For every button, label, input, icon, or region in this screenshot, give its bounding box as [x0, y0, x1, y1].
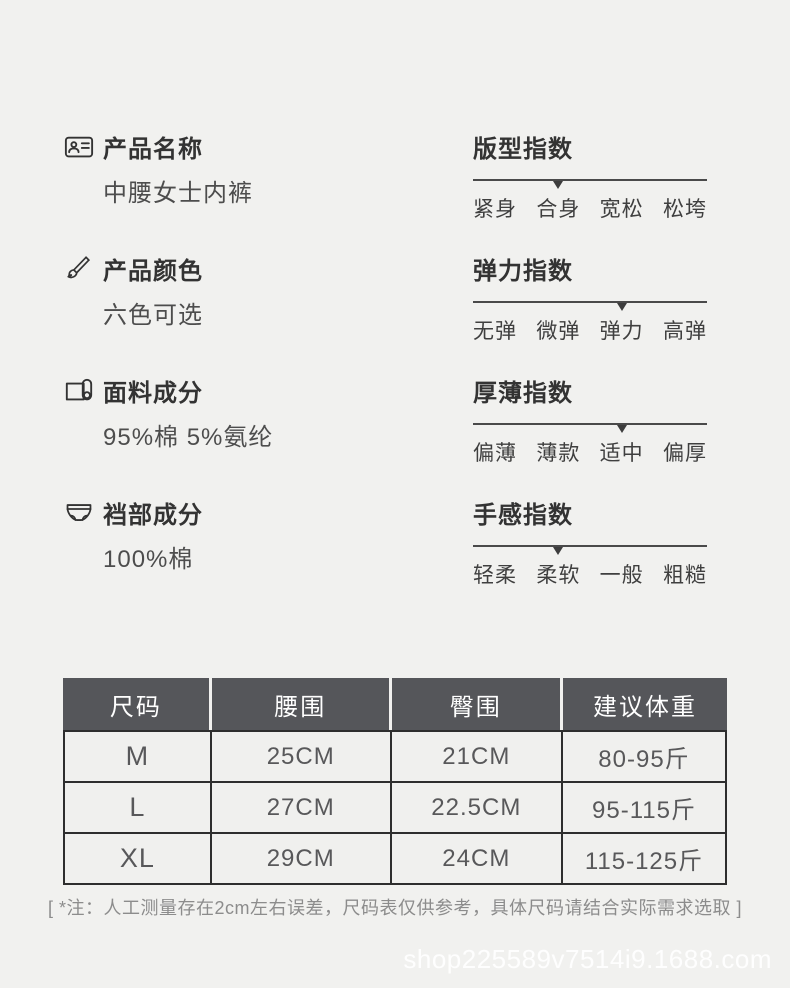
cell-hip: 22.5CM	[391, 783, 563, 834]
attribute-value: 六色可选	[103, 302, 203, 329]
attribute-title: 裆部成分	[103, 502, 203, 529]
scale-option: 松垮	[662, 198, 707, 221]
scale-option: 高弹	[662, 320, 707, 343]
index-title: 弹力指数	[473, 258, 573, 285]
scale-option: 无弹	[473, 320, 517, 343]
brush-icon	[64, 254, 94, 284]
col-header-size: 尺码	[63, 678, 212, 730]
scale-option: 轻柔	[473, 564, 517, 587]
attribute-value: 中腰女士内裤	[103, 180, 253, 207]
measurement-note: [ *注：人工测量存在2cm左右误差，尺码表仅供参考，具体尺码请结合实际需求选取…	[47, 898, 742, 918]
attribute-value: 95%棉 5%氨纶	[103, 424, 274, 451]
attribute-product-color: 产品颜色 六色可选	[64, 251, 424, 330]
cell-weight: 115-125斤	[562, 834, 727, 885]
cell-size: L	[63, 783, 212, 834]
table-row: L 27CM 22.5CM 95-115斤	[63, 783, 727, 834]
index-hand-feel: 手感指数 轻柔 柔软 一般 粗糙	[473, 495, 707, 589]
index-scale	[473, 423, 707, 433]
attribute-title: 产品名称	[103, 136, 203, 163]
scale-marker-icon	[553, 546, 564, 555]
scale-line	[473, 179, 707, 181]
fabric-roll-icon	[64, 376, 94, 406]
attribute-product-name: 产品名称 中腰女士内裤	[64, 129, 424, 208]
scale-option: 弹力	[599, 320, 644, 343]
briefs-icon	[64, 498, 94, 528]
scale-marker-icon	[616, 424, 627, 433]
cell-weight: 95-115斤	[562, 783, 727, 834]
cell-size: XL	[63, 834, 212, 885]
size-table-header-row: 尺码 腰围 臀围 建议体重	[63, 678, 727, 730]
scale-line	[473, 423, 707, 425]
attribute-title: 产品颜色	[103, 258, 203, 285]
scale-option: 适中	[599, 442, 644, 465]
cell-hip: 24CM	[391, 834, 563, 885]
scale-option: 一般	[599, 564, 644, 587]
scale-option: 微弹	[536, 320, 581, 343]
cell-waist: 25CM	[211, 730, 392, 783]
scale-option: 薄款	[536, 442, 581, 465]
scale-option: 柔软	[536, 564, 581, 587]
size-table: 尺码 腰围 臀围 建议体重 M 25CM 21CM 80-95斤 L 27CM …	[63, 678, 727, 885]
col-header-weight: 建议体重	[562, 678, 727, 730]
scale-option: 合身	[536, 198, 581, 221]
index-scale	[473, 545, 707, 555]
index-scale	[473, 179, 707, 189]
scale-option: 偏厚	[662, 442, 707, 465]
scale-option: 粗糙	[662, 564, 707, 587]
attribute-value: 100%棉	[103, 546, 194, 573]
cell-waist: 29CM	[211, 834, 392, 885]
index-fit: 版型指数 紧身 合身 宽松 松垮	[473, 129, 707, 223]
table-row: M 25CM 21CM 80-95斤	[63, 730, 727, 783]
id-card-icon	[64, 132, 94, 162]
index-title: 版型指数	[473, 136, 573, 163]
index-thickness: 厚薄指数 偏薄 薄款 适中 偏厚	[473, 373, 707, 467]
table-row: XL 29CM 24CM 115-125斤	[63, 834, 727, 885]
index-title: 手感指数	[473, 502, 573, 529]
scale-line	[473, 301, 707, 303]
scale-option: 偏薄	[473, 442, 517, 465]
col-header-hip: 臀围	[391, 678, 563, 730]
scale-marker-icon	[616, 302, 627, 311]
cell-hip: 21CM	[391, 730, 563, 783]
attribute-fabric-composition: 面料成分 95%棉 5%氨纶	[64, 373, 424, 452]
scale-option: 宽松	[599, 198, 644, 221]
scale-option: 紧身	[473, 198, 517, 221]
shop-watermark: shop225589v7514i9.1688.com	[403, 944, 772, 974]
cell-weight: 80-95斤	[562, 730, 727, 783]
scale-line	[473, 545, 707, 547]
index-title: 厚薄指数	[473, 380, 573, 407]
cell-size: M	[63, 730, 212, 783]
col-header-waist: 腰围	[211, 678, 392, 730]
index-elasticity: 弹力指数 无弹 微弹 弹力 高弹	[473, 251, 707, 345]
attribute-title: 面料成分	[103, 380, 203, 407]
scale-marker-icon	[553, 180, 564, 189]
attribute-crotch-composition: 裆部成分 100%棉	[64, 495, 424, 574]
cell-waist: 27CM	[211, 783, 392, 834]
index-scale	[473, 301, 707, 311]
